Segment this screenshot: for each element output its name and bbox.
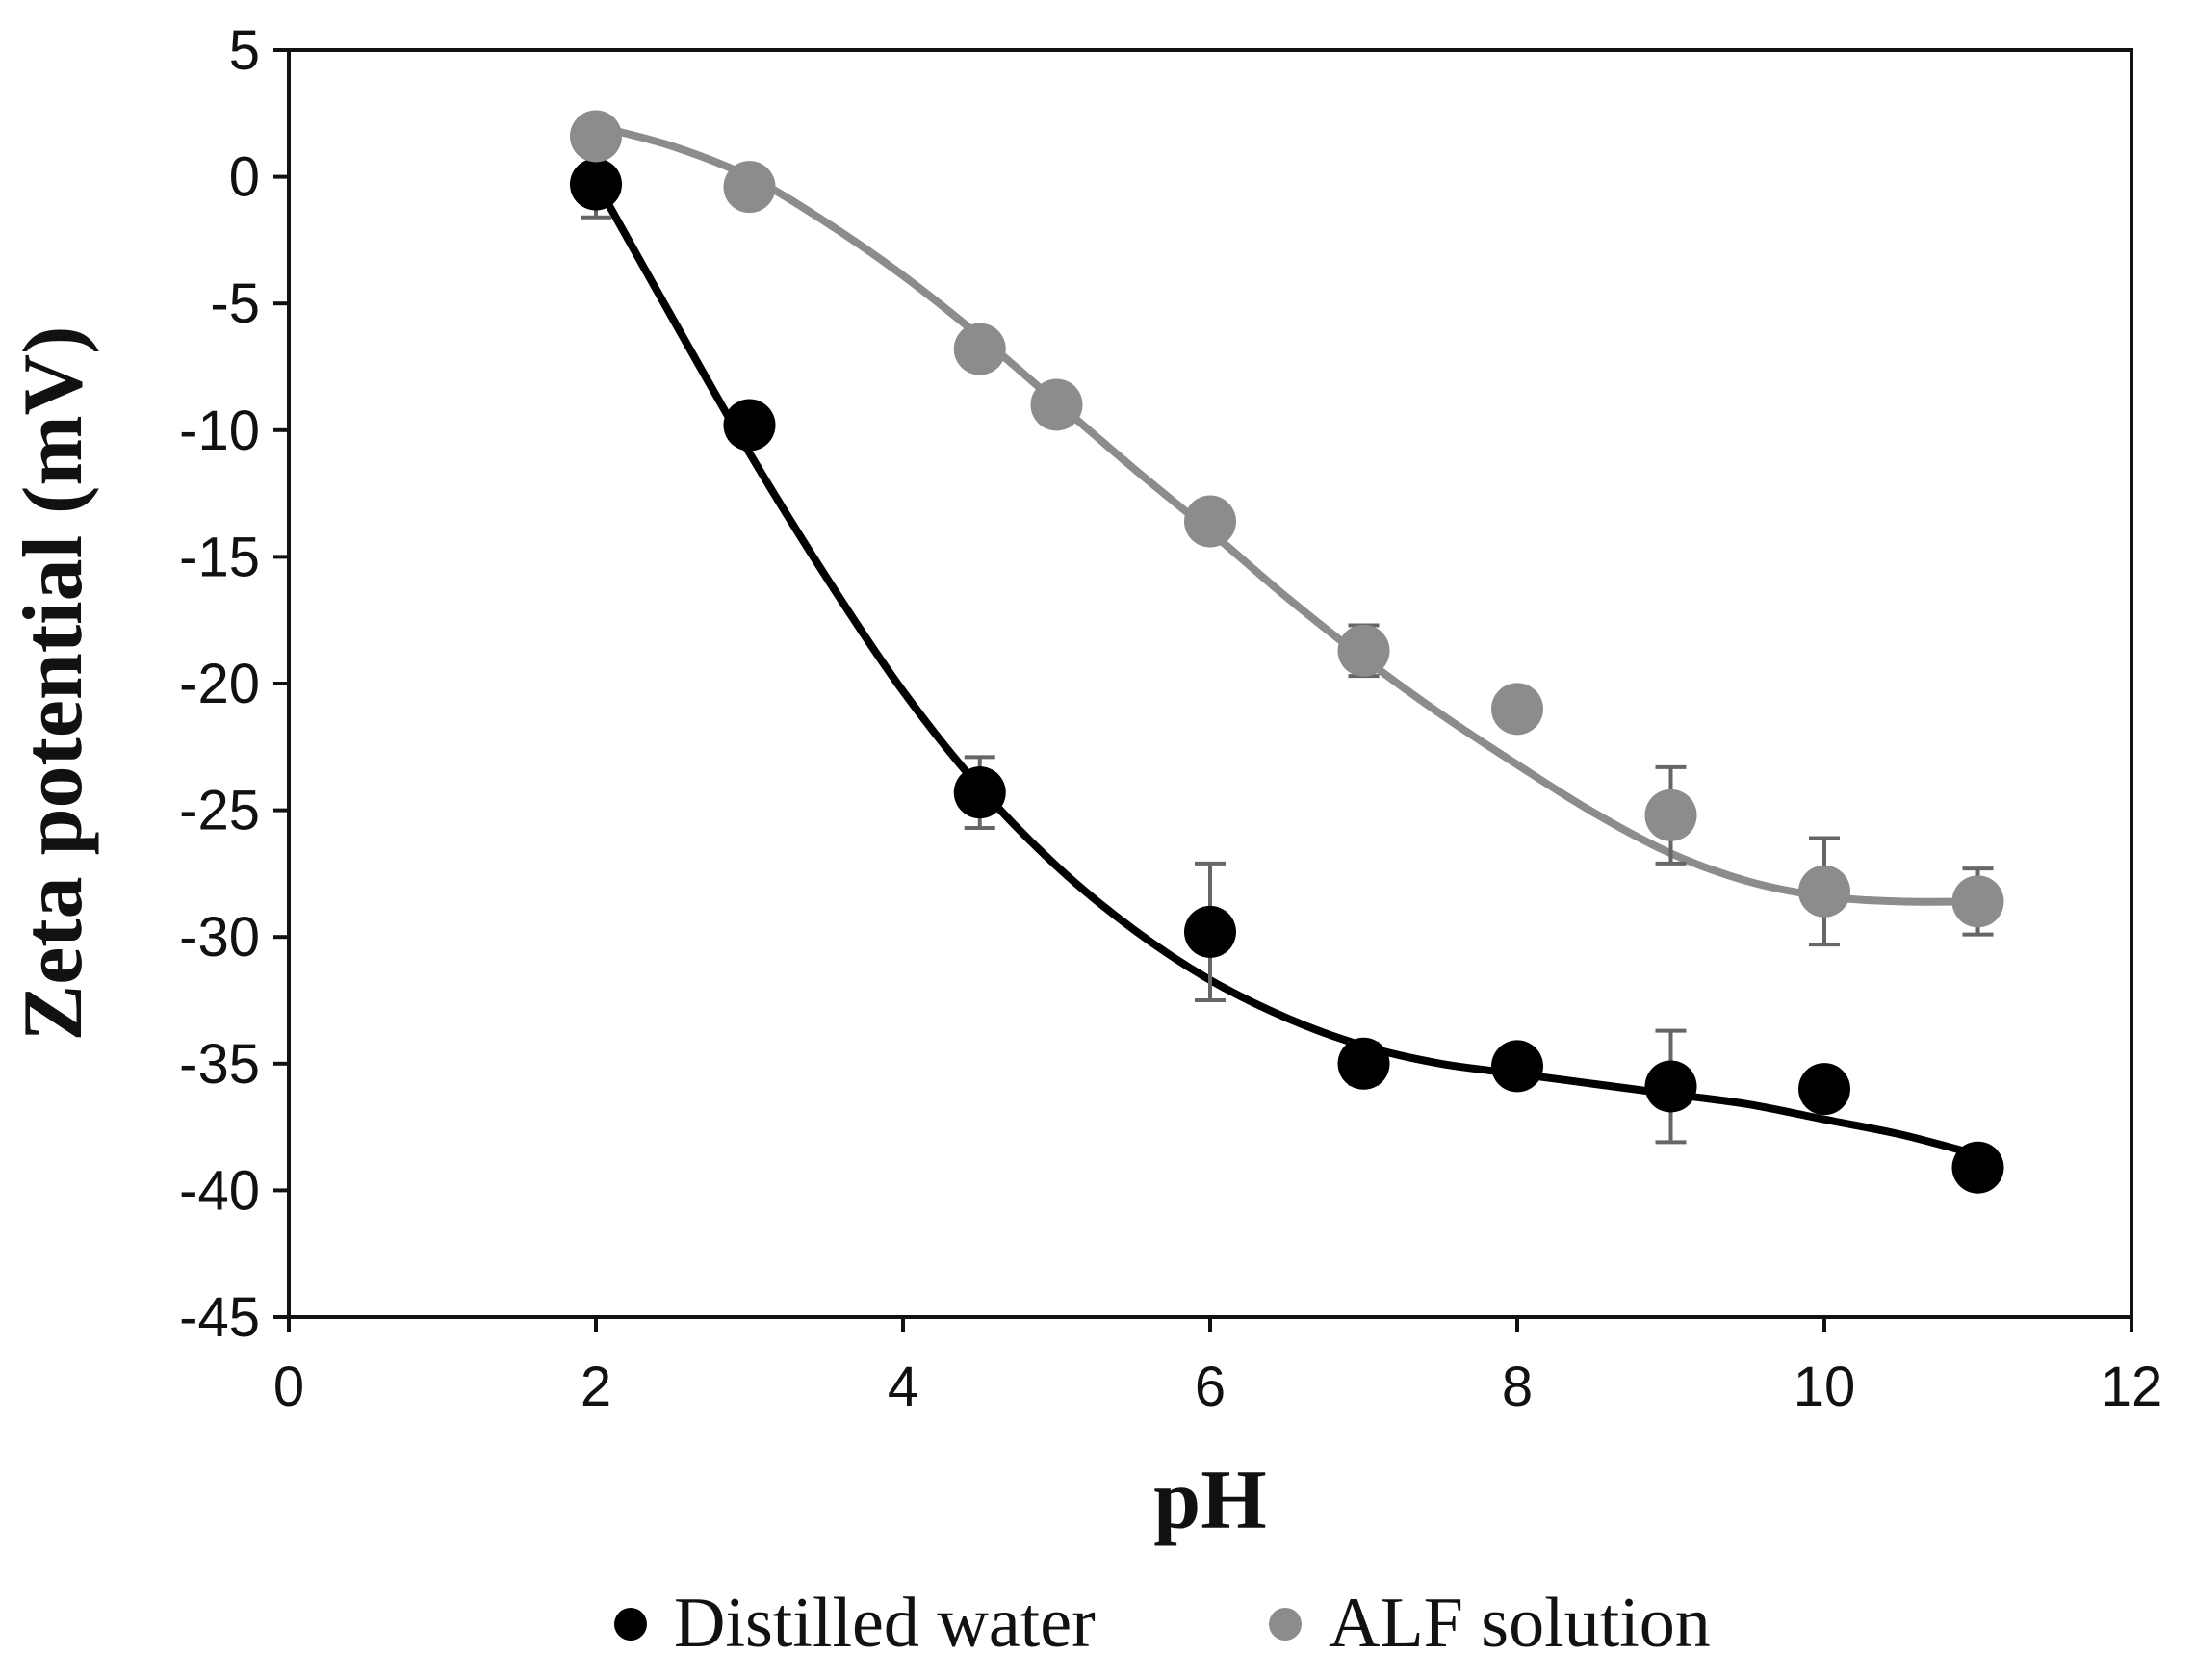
x-tick-label: 4 [888,1356,918,1418]
distilled-water-point [1337,1037,1390,1090]
distilled-water-trendline [592,177,1982,1159]
x-tick-label: 0 [273,1356,304,1418]
trend-lines [592,121,1982,1159]
legend-label-alf-solution: ALF solution [1329,1584,1711,1663]
alf-solution-point [1798,865,1850,918]
legend-marker-alf-solution [1269,1608,1302,1641]
data-points [570,110,2004,1194]
y-tick-label: -45 [179,1286,260,1349]
alf-solution-point [1030,378,1083,431]
x-tick-label: 6 [1195,1356,1226,1418]
alf-solution-point [1184,495,1236,548]
distilled-water-point [1798,1063,1850,1116]
x-axis-ticks: 0 2 4 6 8 10 12 [273,1317,2162,1418]
y-tick-label: 5 [229,19,260,82]
error-bars [581,149,1994,1145]
alf-solution-point [1951,875,2004,928]
alf-solution-point [570,110,622,163]
alf-solution-point [1337,624,1390,677]
distilled-water-point [953,766,1006,819]
y-tick-label: -20 [179,653,260,715]
y-tick-label: -30 [179,906,260,969]
legend-marker-distilled-water [614,1608,647,1641]
y-tick-label: -10 [179,400,260,462]
x-axis-title: pH [1153,1454,1266,1547]
distilled-water-point [1184,905,1236,958]
distilled-water-point [1644,1060,1697,1113]
x-tick-label: 8 [1502,1356,1533,1418]
legend-item-distilled-water: Distilled water [614,1584,1096,1663]
distilled-water-point [570,158,622,211]
y-tick-label: -35 [179,1033,260,1096]
distilled-water-point [723,399,776,452]
y-axis-ticks: 5 0 -5 -10 -15 -20 -25 -30 -35 -40 -45 [179,19,289,1349]
x-tick-label: 10 [1794,1356,1856,1418]
y-tick-label: -40 [179,1159,260,1222]
y-axis-title: Zeta potential (mV) [7,326,100,1042]
alf-solution-point [1644,788,1697,841]
alf-solution-point [723,161,776,214]
distilled-water-point [1951,1141,2004,1194]
y-tick-label: -5 [210,272,260,335]
x-tick-label: 12 [2101,1356,2163,1418]
y-tick-label: 0 [229,146,260,209]
y-tick-label: -25 [179,780,260,842]
x-tick-label: 2 [581,1356,611,1418]
distilled-water-point [1491,1040,1543,1093]
alf-solution-trendline [592,121,1982,906]
legend: Distilled water ALF solution [614,1584,1711,1663]
legend-item-alf-solution: ALF solution [1269,1584,1711,1663]
y-tick-label: -15 [179,526,260,588]
legend-label-distilled-water: Distilled water [674,1584,1096,1663]
alf-solution-point [1491,683,1543,736]
alf-solution-point [953,323,1006,375]
